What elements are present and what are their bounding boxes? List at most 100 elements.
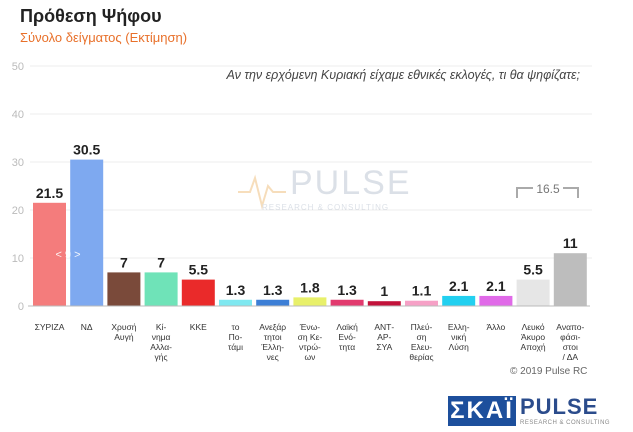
data-label: 7 [120,254,128,270]
x-tick-label-line: Αυγή [114,332,134,342]
x-tick-label-line: ση Κε- [298,332,323,342]
survey-question: Αν την ερχόμενη Κυριακή είχαμε εθνικές ε… [226,68,580,82]
x-tick-label-line: Ένω- [299,322,321,332]
x-tick-label-line: Χρυσή [111,322,136,332]
x-tick-label: ΣΥΡΙΖΑ [35,322,65,332]
data-label: 1.1 [412,283,432,299]
x-tick-label-line: / ΔΑ [562,352,578,362]
x-tick-label-line: Ελλη- [448,322,470,332]
bar [293,297,327,306]
x-tick-label: ΝΔ [81,322,93,332]
pulse-wave-icon [238,174,286,210]
data-label: 5.5 [189,262,209,278]
bracket-label: 16.5 [536,182,560,196]
x-tick-label-line: Ανεξάρ [259,322,286,332]
bar [144,272,178,306]
x-tick-label-line: το [232,322,240,332]
data-label: 30.5 [73,142,100,158]
page-title: Πρόθεση Ψήφου [20,6,162,26]
data-label: 1.3 [226,282,246,298]
x-tick-label: ΑΝΤ-ΑΡ-ΣΥΑ [374,322,394,352]
pulse-watermark: PULSE RESEARCH & CONSULTING [238,164,412,212]
x-tick-label-line: Λύση [449,342,470,352]
bar [367,301,401,306]
x-tick-label-line: Ελευ- [411,342,432,352]
x-tick-label-line: νική [451,332,466,342]
x-tick-label-line: Αναπο- [556,322,584,332]
x-tick-label-line: Ενό- [338,332,356,342]
y-tick-label: 0 [18,301,24,313]
bar [33,202,66,306]
bar [479,295,513,306]
bracket-label-bg [533,180,563,196]
x-tick-label-line: νημα [152,332,171,342]
x-tick-label-line: Λαϊκή [336,322,358,332]
pulse-logo: PULSE RESEARCH & CONSULTING [520,394,620,428]
data-label: 1 [380,283,388,299]
x-tick-label-line: γής [155,352,168,362]
x-tick-label-line: θερίας [409,352,433,362]
value-labels: 21.5 30.5 7 7 5.5 1.3 1.3 1.8 1.3 1 1.1 2.1 2.1 5.5 11 [36,142,578,300]
data-label: 11 [563,235,578,251]
x-tick-label-line: ΑΡ- [377,332,391,342]
bracket-annotation: 16.5 [516,180,579,198]
x-tick-label-line: Έλλη- [260,342,284,352]
x-tick-label-line: ΣΥΑ [376,342,392,352]
x-tick-label-line: Πλεύ- [411,322,433,332]
x-tick-label-line: ΣΥΡΙΖΑ [35,322,65,332]
bar [107,272,141,306]
x-tick-label-line: ΝΔ [81,322,93,332]
data-label: 5.5 [523,262,543,278]
bar [219,299,252,306]
x-tick-label-line: νες [267,352,279,362]
data-label: 1.3 [263,282,283,298]
gridlines [30,65,592,259]
x-tick-label-line: Άκυρο [521,332,545,342]
copyright-text: © 2019 Pulse RC [510,366,588,377]
x-tick-label: Άλλο [487,322,506,332]
bar [181,279,215,306]
data-label: 2.1 [486,278,506,294]
pulse-logo-tagline: RESEARCH & CONSULTING [520,420,611,426]
data-label: 1.8 [300,279,320,295]
bar [553,253,587,306]
bar [330,299,364,306]
bars [33,159,587,306]
data-label: 7 [157,254,165,270]
x-tick-label-line: Αλλα- [150,342,172,352]
watermark-tagline: RESEARCH & CONSULTING [262,203,389,212]
x-tick-label-line: ων [304,352,315,362]
x-tick-label-line: τητοι [264,332,282,342]
watermark-word: PULSE [290,164,412,202]
x-tick-label-line: ση [417,332,427,342]
bar [405,300,438,306]
x-tick-label-line: Πο- [229,332,243,342]
pulse-logo-word: PULSE [520,394,599,419]
x-tick-label-line: Λευκό [522,322,545,332]
bar [442,295,476,306]
x-tick-label-line: Άλλο [487,322,506,332]
x-tick-label-line: ντρώ- [299,342,321,352]
x-tick-label-line: τάμι [228,342,243,352]
x-tick-label-line: τητα [339,342,355,352]
page-subtitle: Σύνολο δείγματος (Εκτίμηση) [20,30,188,45]
x-tick-label-line: φάσι- [560,332,581,342]
y-tick-label: 30 [12,157,24,169]
y-tick-label: 40 [12,109,24,121]
bar [516,279,550,306]
data-label: 1.3 [337,282,357,298]
data-label: 2.1 [449,278,469,294]
y-tick-label: 50 [12,61,24,73]
skai-logo: ΣΚΑΪ [448,396,516,426]
bar [256,299,290,306]
x-tick-label-line: ΚΚΕ [190,322,207,332]
